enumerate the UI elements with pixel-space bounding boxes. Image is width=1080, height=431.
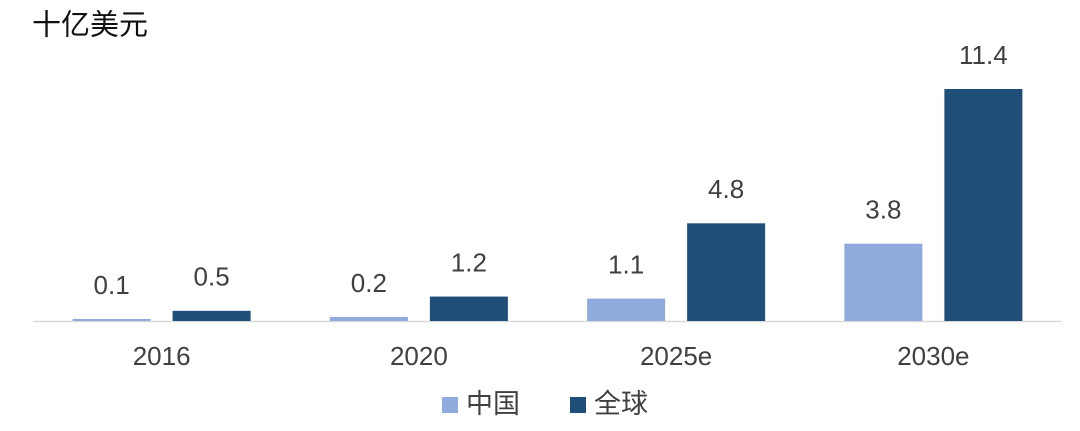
data-label: 0.5 bbox=[194, 262, 230, 292]
data-label: 3.8 bbox=[865, 195, 901, 225]
legend-swatch bbox=[570, 397, 586, 413]
x-tick-label: 2020 bbox=[390, 341, 448, 371]
chart-title: 十亿美元 bbox=[32, 9, 148, 42]
data-label: 4.8 bbox=[708, 174, 744, 204]
bar bbox=[329, 316, 408, 321]
legend-label: 全球 bbox=[594, 389, 648, 419]
bar bbox=[687, 223, 766, 321]
bar bbox=[429, 296, 508, 321]
x-tick-label: 2025e bbox=[640, 341, 712, 371]
bar bbox=[72, 318, 151, 321]
data-label: 0.1 bbox=[94, 270, 130, 300]
legend-label: 中国 bbox=[466, 389, 520, 419]
x-tick-label: 2030e bbox=[897, 341, 969, 371]
data-label: 0.2 bbox=[351, 268, 387, 298]
data-label: 1.2 bbox=[451, 247, 487, 277]
bar bbox=[844, 243, 923, 321]
bar bbox=[944, 89, 1023, 321]
bar bbox=[587, 298, 666, 321]
legend-swatch bbox=[442, 397, 458, 413]
data-label: 1.1 bbox=[608, 249, 644, 279]
x-tick-label: 2016 bbox=[133, 341, 191, 371]
data-label: 11.4 bbox=[959, 40, 1008, 70]
bar bbox=[172, 310, 251, 321]
